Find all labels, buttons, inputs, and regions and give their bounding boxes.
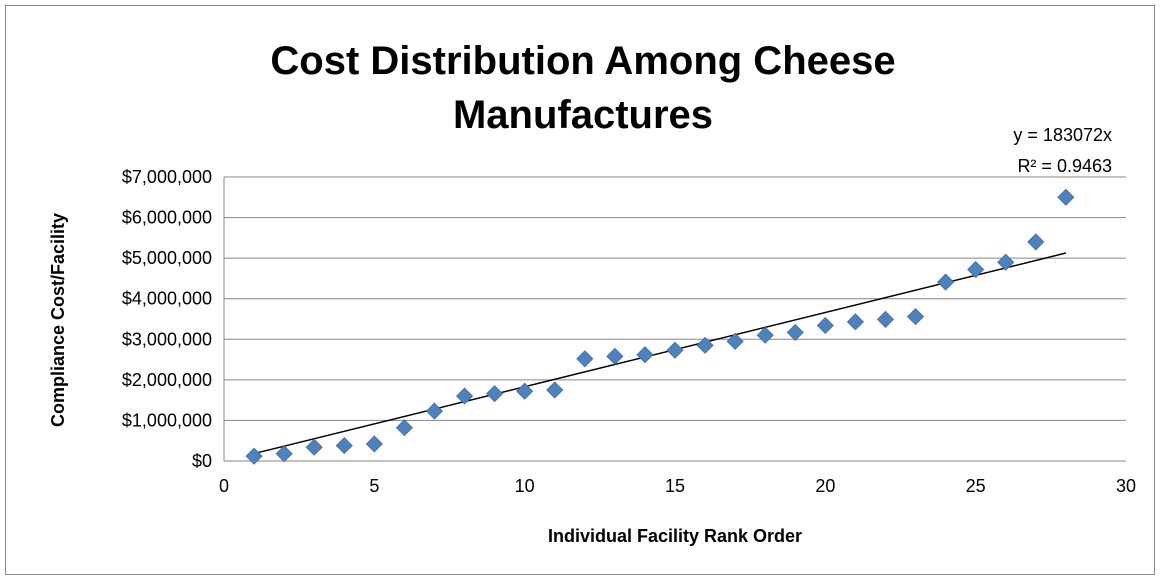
data-point [726,332,744,350]
x-axis-label: Individual Facility Rank Order [548,526,802,546]
y-tick-label: $2,000,000 [122,370,212,390]
y-tick-label: $4,000,000 [122,289,212,309]
y-tick-label: $7,000,000 [122,167,212,187]
x-tick-label: 20 [815,476,835,496]
x-tick-label: 25 [966,476,986,496]
data-point [365,435,383,453]
data-point [576,350,594,368]
data-point [937,273,955,291]
data-point [636,346,654,364]
x-tick-label: 30 [1116,476,1136,496]
chart-title-line-1: Cost Distribution Among Cheese [270,39,895,83]
data-point [876,310,895,328]
data-point [997,253,1015,271]
tick-labels: $0 $1,000,000 $2,000,000 $3,000,000 $4,000,0… [122,167,1136,496]
data-point [606,347,624,365]
data-point [245,447,263,465]
y-tick-label: $0 [192,451,212,471]
y-tick-label: $6,000,000 [122,208,212,228]
x-tick-label: 5 [369,476,379,496]
x-tick-label: 15 [665,476,685,496]
data-point [486,385,504,403]
trendline-r-squared: R² = 0.9463 [1017,156,1112,176]
data-point [666,341,684,359]
data-point [335,437,353,455]
data-point [846,313,864,331]
x-tick-label: 10 [515,476,535,496]
gridlines [224,176,1126,421]
data-points [245,188,1075,465]
data-point [395,419,413,437]
y-tick-label: $1,000,000 [122,410,212,430]
axes [223,177,1126,462]
y-tick-label: $3,000,000 [122,329,212,349]
data-point [696,336,714,354]
data-point [1057,188,1075,206]
chart-frame [5,5,1155,575]
y-axis-label: Compliance Cost/Facility [48,213,68,427]
chart-title-line-2: Manufactures [453,93,713,137]
trendline-line [253,252,1067,455]
data-point [786,323,804,341]
data-point [546,381,564,399]
data-point [967,260,985,279]
data-point [906,308,925,326]
data-point [756,326,774,344]
trendline [253,252,1067,455]
data-point [1027,233,1045,251]
data-point [425,402,444,420]
x-tick-label: 0 [219,476,229,496]
data-point [305,438,323,456]
data-point [516,382,534,400]
trendline-equation: y = 183072x [1013,125,1112,145]
data-point [455,387,474,405]
data-point [275,445,293,463]
data-point [816,316,834,335]
y-tick-label: $5,000,000 [122,248,212,268]
